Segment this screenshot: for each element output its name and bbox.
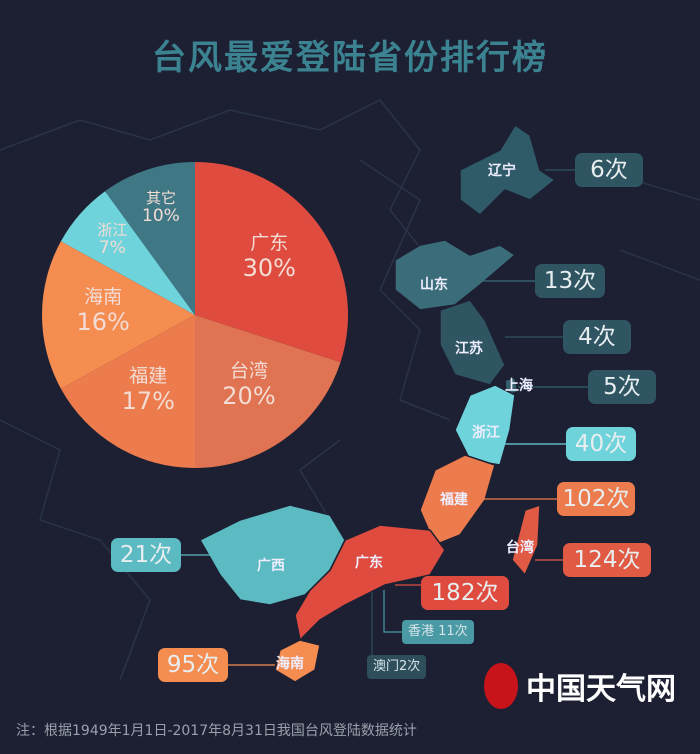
pie-label-value: 7% xyxy=(98,238,126,259)
pie-label: 海南 16% xyxy=(58,286,148,336)
province-taiwan[interactable] xyxy=(511,503,541,577)
leader-lines xyxy=(180,169,588,666)
province-zhejiang[interactable] xyxy=(454,384,516,466)
footnote: 注：根据1949年1月1日-2017年8月31日我国台风登陆数据统计 xyxy=(16,723,417,739)
logo: 中国天气网 xyxy=(484,663,676,709)
count-badge-shandong: 13次 xyxy=(535,264,605,298)
pie-slice xyxy=(105,162,195,315)
pie-slice xyxy=(60,191,195,315)
province-jiangsu[interactable] xyxy=(439,299,506,386)
pie-label: 广东 30% xyxy=(224,232,314,282)
pie-label-value: 10% xyxy=(142,206,180,227)
label-jiangsu: 江苏 xyxy=(455,341,483,357)
count-badge-macau: 澳门2次 xyxy=(367,655,427,679)
label-shandong: 山东 xyxy=(420,277,448,293)
pie-label: 台湾 20% xyxy=(204,360,294,411)
seal-icon xyxy=(484,663,518,709)
pie-label: 其它 10% xyxy=(116,189,206,227)
count-badge-taiwan: 124次 xyxy=(563,543,651,577)
count-badge-liaoning: 6次 xyxy=(575,153,643,187)
count-badge-shanghai: 5次 xyxy=(588,370,656,404)
pie-label-name: 广东 xyxy=(250,232,289,255)
label-guangxi: 广西 xyxy=(257,558,285,574)
pie-label-name: 海南 xyxy=(84,286,123,308)
count-badge-guangdong: 182次 xyxy=(421,576,509,610)
pie-label-value: 17% xyxy=(121,386,175,415)
label-shanghai: 上海 xyxy=(505,378,533,394)
label-guangdong: 广东 xyxy=(355,555,383,571)
count-badge-guangxi: 21次 xyxy=(111,538,181,572)
count-badge-fujian: 102次 xyxy=(557,482,635,516)
pie-slice xyxy=(42,241,195,389)
province-shandong[interactable] xyxy=(394,239,517,311)
pie-label: 福建 17% xyxy=(103,365,193,415)
background-borders xyxy=(0,99,700,681)
count-badge-hainan: 95次 xyxy=(158,648,228,682)
label-hainan: 海南 xyxy=(276,656,304,672)
pie-label-value: 16% xyxy=(76,307,130,336)
count-badge-hongkong: 香港 11次 xyxy=(402,620,474,644)
label-taiwan: 台湾 xyxy=(506,540,534,556)
pie-label-name: 福建 xyxy=(129,365,168,388)
pie-label-name: 其它 xyxy=(145,189,176,208)
pie-label-name: 浙江 xyxy=(97,221,128,240)
pie-label-value: 30% xyxy=(242,253,296,282)
pie-slice xyxy=(195,315,341,468)
pie-slice xyxy=(60,315,195,468)
pie-chart xyxy=(42,162,349,468)
count-badge-jiangsu: 4次 xyxy=(563,320,631,354)
count-badge-zhejiang: 40次 xyxy=(566,427,636,461)
province-guangxi[interactable] xyxy=(198,504,346,606)
pie-label-value: 20% xyxy=(222,382,276,411)
pie-slice xyxy=(195,162,349,363)
label-liaoning: 辽宁 xyxy=(488,163,516,179)
province-hainan[interactable] xyxy=(274,639,321,683)
pie-label-name: 台湾 xyxy=(229,360,268,383)
page-title: 台风最爱登陆省份排行榜 xyxy=(152,38,548,78)
label-zhejiang: 浙江 xyxy=(472,425,500,441)
label-fujian: 福建 xyxy=(440,492,468,508)
province-fujian[interactable] xyxy=(419,454,496,546)
pie-label: 浙江 7% xyxy=(67,221,157,259)
logo-text: 中国天气网 xyxy=(526,672,676,707)
province-liaoning[interactable] xyxy=(459,123,557,216)
